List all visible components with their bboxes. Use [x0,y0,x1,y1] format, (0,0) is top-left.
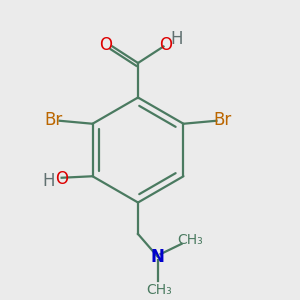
Text: CH₃: CH₃ [146,283,172,296]
Text: Br: Br [44,111,63,129]
Text: O: O [99,36,112,54]
Text: O: O [159,36,172,54]
Text: N: N [151,248,164,266]
Text: H: H [43,172,55,190]
Text: CH₃: CH₃ [178,233,203,247]
Text: H: H [171,30,183,48]
Text: O: O [55,169,68,188]
Text: Br: Br [213,111,232,129]
